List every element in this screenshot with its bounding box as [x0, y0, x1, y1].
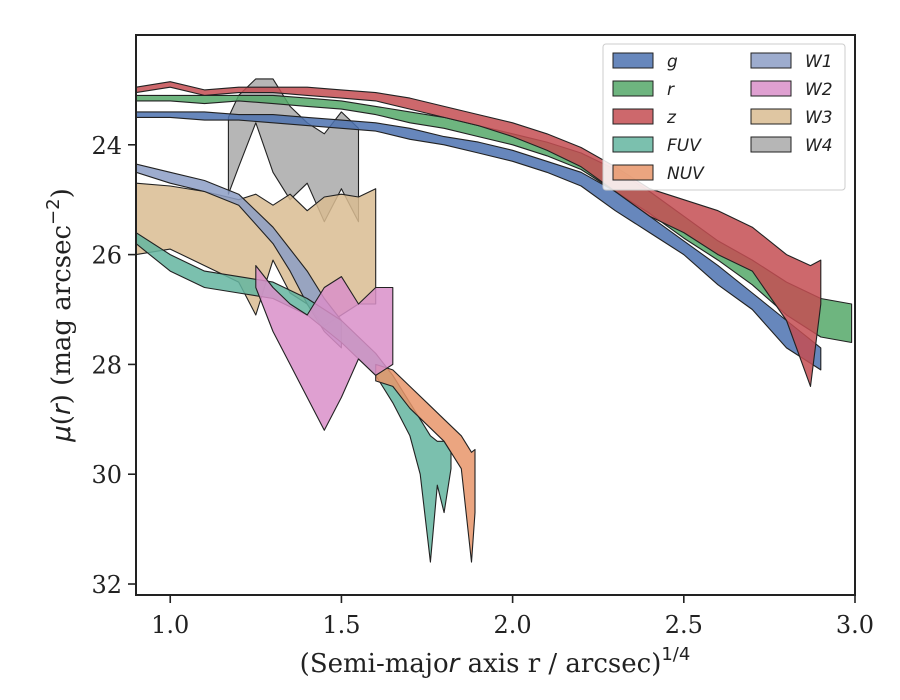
legend-swatch-w4 — [750, 136, 792, 153]
series-band-w2 — [255, 265, 394, 431]
legend-label-nuv: NUV — [667, 164, 705, 184]
x-tick-label: 1.0 — [151, 611, 189, 639]
series-band-g — [136, 111, 822, 371]
legend: grz FUV NUV W1 W2 W3 W4 — [602, 43, 846, 191]
y-axis: 24 26 28 30 32 — [91, 132, 136, 599]
y-axis-label: μ(r) (mag arcsec−2) — [43, 188, 77, 443]
series-layer — [136, 78, 853, 563]
legend-swatch-r — [612, 80, 654, 97]
x-axis: 1.0 1.5 2.0 2.5 3.0 — [151, 595, 874, 639]
plot-frame — [135, 34, 856, 596]
x-tick-label: 2.0 — [494, 611, 532, 639]
legend-swatch-fuv — [612, 136, 654, 153]
y-tick-label: 32 — [91, 571, 122, 599]
y-tick-label: 30 — [91, 461, 122, 489]
legend-label-w3: W3 — [805, 108, 833, 128]
series-band-nuv — [375, 363, 476, 563]
series-band-z — [136, 81, 822, 387]
legend-label-g: g — [667, 52, 678, 72]
legend-label-r: r — [667, 80, 675, 100]
x-tick-label: 1.5 — [322, 611, 360, 639]
y-tick-label: 24 — [91, 132, 122, 160]
legend-swatch-nuv — [612, 164, 654, 181]
legend-swatch-z — [612, 108, 654, 125]
x-axis-label: (Semi-major axis r / arcsec)1/4 — [300, 644, 691, 679]
x-tick-label: 2.5 — [665, 611, 703, 639]
y-tick-label: 28 — [91, 351, 122, 379]
series-band-r — [136, 94, 853, 344]
legend-label-w1: W1 — [805, 52, 833, 72]
legend-swatch-w3 — [750, 108, 792, 125]
x-tick-label: 3.0 — [836, 611, 874, 639]
y-tick-label: 26 — [91, 242, 122, 270]
legend-label-fuv: FUV — [667, 136, 702, 156]
legend-swatch-w1 — [750, 52, 792, 69]
legend-swatch-g — [612, 52, 654, 69]
legend-label-w2: W2 — [805, 80, 833, 100]
legend-label-z: z — [666, 108, 677, 128]
legend-swatch-w2 — [750, 80, 792, 97]
legend-label-w4: W4 — [805, 136, 833, 156]
